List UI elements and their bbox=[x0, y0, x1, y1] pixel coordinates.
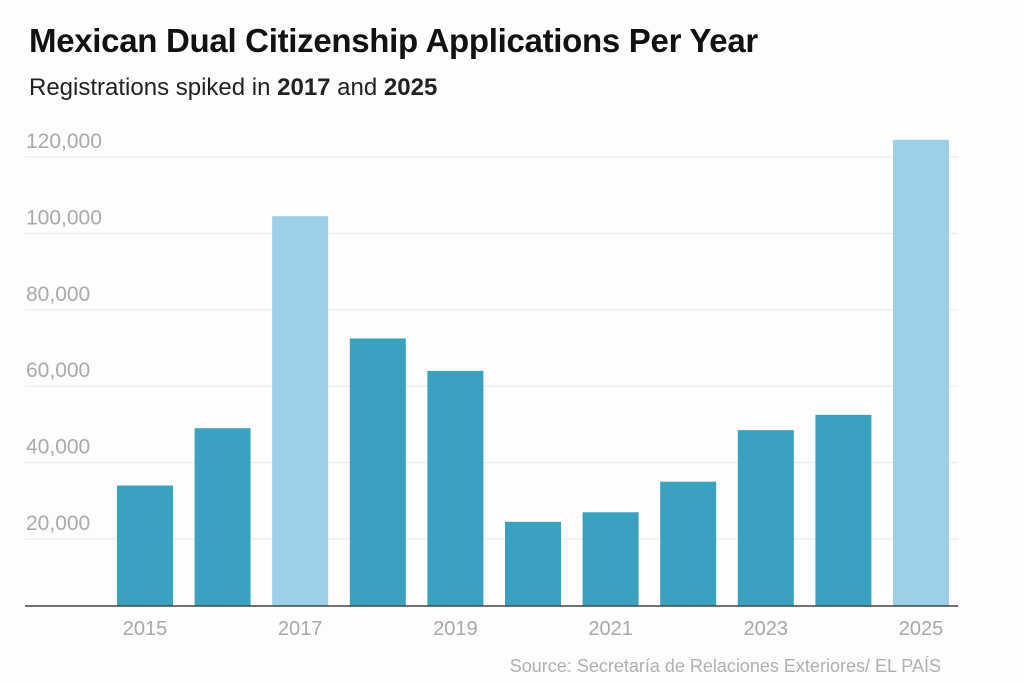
bar-2023 bbox=[737, 430, 794, 606]
x-tick-label: 2017 bbox=[278, 618, 323, 640]
chart-subtitle: Registrations spiked in 2017 and 2025 bbox=[29, 74, 437, 102]
y-tick-label: 100,000 bbox=[26, 206, 102, 229]
x-tick-label: 2025 bbox=[899, 618, 944, 640]
bar-2016 bbox=[194, 428, 251, 606]
y-tick-label: 40,000 bbox=[26, 436, 90, 459]
subtitle-year-2017: 2017 bbox=[277, 74, 331, 101]
x-tick-label: 2023 bbox=[744, 618, 789, 640]
bar-2025 bbox=[893, 139, 949, 606]
bar-2015 bbox=[117, 485, 173, 606]
y-tick-label: 60,000 bbox=[26, 359, 90, 382]
source-note: Source: Secretaría de Relaciones Exterio… bbox=[509, 656, 941, 676]
y-tick-label: 80,000 bbox=[26, 283, 90, 306]
x-tick-label: 2019 bbox=[433, 618, 478, 640]
bar-2018 bbox=[349, 338, 406, 606]
subtitle-year-2025: 2025 bbox=[383, 74, 438, 101]
chart-title: Mexican Dual Citizenship Applications Pe… bbox=[29, 22, 758, 59]
y-tick-label: 120,000 bbox=[26, 130, 102, 153]
bar-2020 bbox=[505, 521, 561, 606]
x-tick-label: 2021 bbox=[588, 618, 633, 640]
bar-2019 bbox=[427, 370, 484, 606]
bar-2024 bbox=[815, 414, 872, 606]
x-tick-label: 2015 bbox=[123, 618, 168, 640]
bar-2021 bbox=[582, 512, 639, 606]
bar-2017 bbox=[272, 216, 329, 606]
bar-2022 bbox=[660, 481, 717, 606]
y-tick-label: 20,000 bbox=[26, 512, 90, 535]
subtitle-text: and bbox=[330, 74, 384, 101]
subtitle-text: Registrations spiked in bbox=[29, 74, 278, 101]
